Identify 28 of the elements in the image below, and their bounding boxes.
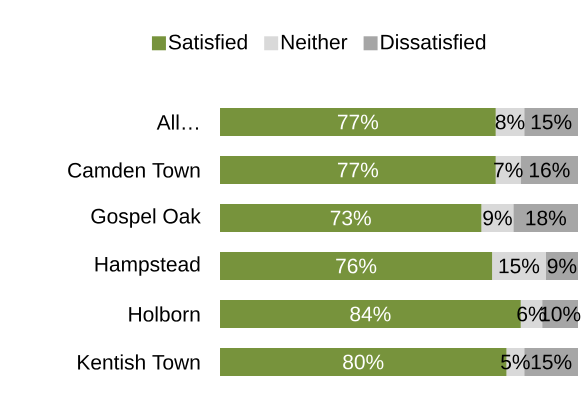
data-label: 84% xyxy=(350,306,391,322)
y-tick-label: Gospel Oak xyxy=(91,208,201,228)
data-label: 15% xyxy=(500,258,540,274)
data-label: 16% xyxy=(530,162,570,178)
y-tick-label: Camden Town xyxy=(68,162,200,178)
data-label: 76% xyxy=(336,258,376,274)
data-label: 9% xyxy=(548,258,576,274)
data-label: 80% xyxy=(343,354,384,370)
bar xyxy=(220,204,482,232)
legend-label: Dissatisfied xyxy=(381,34,486,50)
data-label: 15% xyxy=(532,114,572,130)
data-label: 73% xyxy=(330,210,371,226)
data-label: 8% xyxy=(496,114,524,130)
y-tick-label: Holborn xyxy=(129,306,200,322)
bar xyxy=(220,108,496,136)
data-label: 15% xyxy=(532,354,572,370)
bar xyxy=(514,204,578,232)
data-label: 77% xyxy=(338,162,378,178)
bar xyxy=(220,252,492,280)
y-tick-label: Hampstead xyxy=(96,256,200,276)
data-label: 77% xyxy=(338,114,378,130)
data-label: 18% xyxy=(526,210,566,226)
legend-label: Satisfied xyxy=(168,34,247,50)
bar xyxy=(220,156,496,184)
legend-label: Neither xyxy=(282,34,348,50)
y-tick-label: All… xyxy=(156,114,198,130)
data-label: 9% xyxy=(483,210,512,226)
y-tick-label: Kentish Town xyxy=(78,354,200,370)
